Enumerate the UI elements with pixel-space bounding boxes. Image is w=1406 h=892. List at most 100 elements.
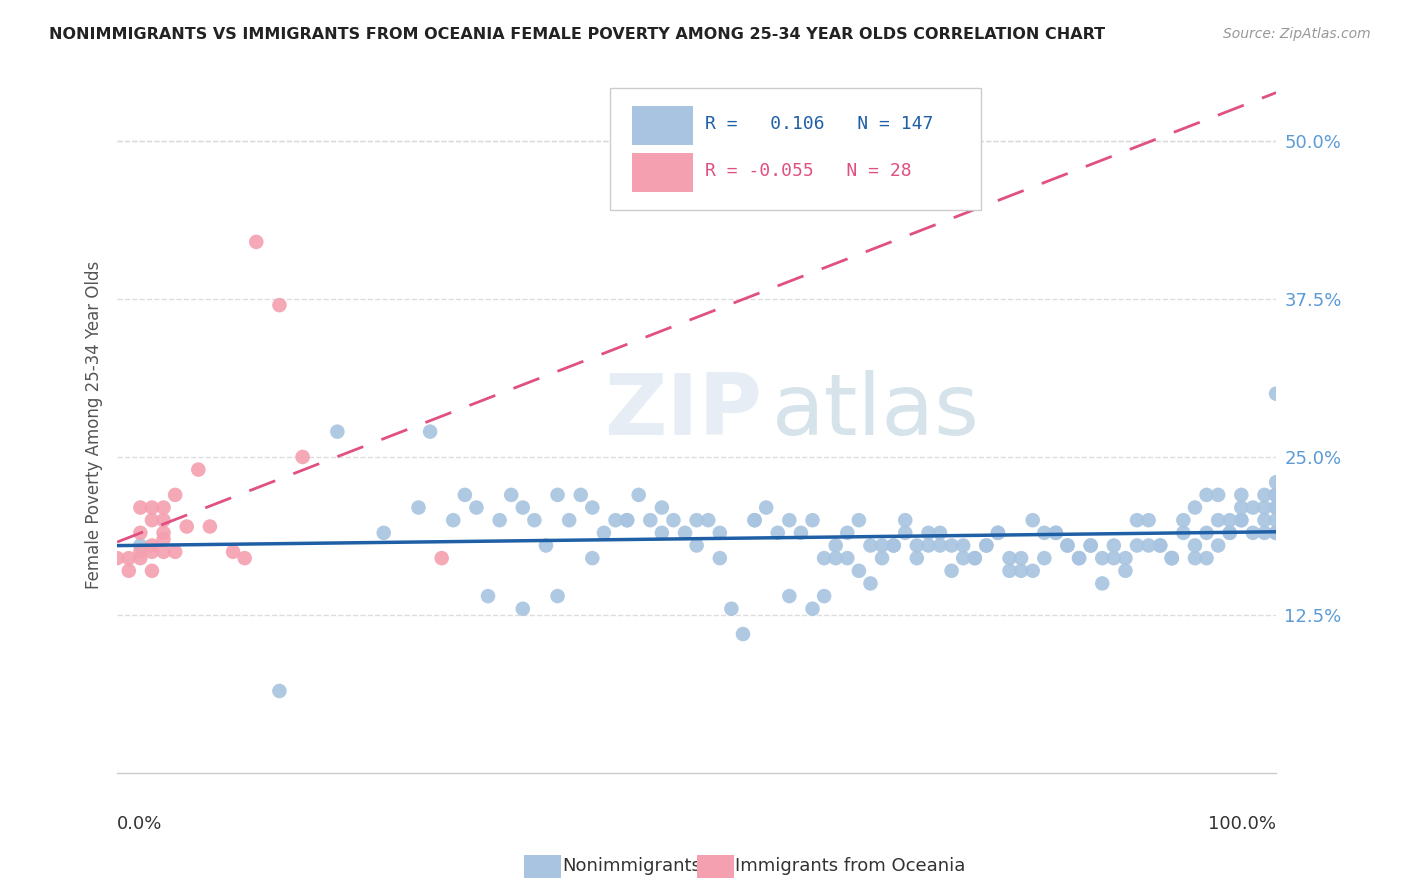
Point [1265,386,1288,401]
Point [1010,551,1032,566]
Point [952,539,974,553]
FancyBboxPatch shape [631,153,693,192]
Text: 0.0%: 0.0% [117,815,163,833]
Point [547,488,569,502]
Point [905,539,928,553]
Point [1265,488,1288,502]
Point [141,539,163,553]
Point [987,525,1010,540]
Point [894,525,917,540]
Point [1033,525,1056,540]
Point [118,551,141,566]
Point [673,525,696,540]
Point [1253,513,1275,527]
Point [1265,500,1288,515]
Point [141,513,163,527]
Point [165,545,187,559]
Point [1067,551,1090,566]
Point [118,564,141,578]
Point [1265,475,1288,490]
Point [1149,539,1171,553]
Point [1149,539,1171,553]
Point [430,551,453,566]
Point [1126,539,1149,553]
Point [419,425,441,439]
Point [1184,539,1206,553]
Point [534,539,557,553]
Point [1265,525,1288,540]
Point [1045,525,1067,540]
Point [408,500,430,515]
Point [848,564,870,578]
Point [1045,525,1067,540]
Point [929,525,952,540]
Point [766,525,789,540]
Point [1160,551,1182,566]
Point [1126,513,1149,527]
Text: ZIP: ZIP [605,370,762,453]
Point [952,551,974,566]
Point [152,532,174,546]
FancyBboxPatch shape [631,106,693,145]
Point [1219,513,1241,527]
Point [1137,513,1160,527]
Point [1265,500,1288,515]
Point [1080,539,1102,553]
Point [152,545,174,559]
Point [1056,539,1078,553]
Point [441,513,464,527]
Point [998,551,1021,566]
Point [1206,539,1229,553]
Point [269,684,291,698]
Text: R = -0.055   N = 28: R = -0.055 N = 28 [704,161,911,179]
Point [1206,513,1229,527]
Point [1253,525,1275,540]
Text: NONIMMIGRANTS VS IMMIGRANTS FROM OCEANIA FEMALE POVERTY AMONG 25-34 YEAR OLDS CO: NONIMMIGRANTS VS IMMIGRANTS FROM OCEANIA… [49,27,1105,42]
Point [1080,539,1102,553]
Point [894,513,917,527]
Point [976,539,998,553]
Point [616,513,638,527]
Point [941,539,963,553]
Point [883,539,905,553]
Point [129,539,152,553]
Point [859,539,882,553]
Point [581,551,603,566]
Point [1010,564,1032,578]
Point [1241,525,1264,540]
Point [813,589,835,603]
Point [731,627,754,641]
Point [176,519,198,533]
Point [129,545,152,559]
Point [1102,551,1125,566]
Point [685,513,707,527]
Point [477,589,499,603]
Point [1091,551,1114,566]
Point [616,513,638,527]
Point [1230,513,1253,527]
Point [1219,525,1241,540]
Point [1253,500,1275,515]
Point [720,601,742,615]
Text: 100.0%: 100.0% [1208,815,1277,833]
Point [569,488,592,502]
Point [744,513,766,527]
Point [824,539,846,553]
Point [152,525,174,540]
Point [790,525,813,540]
Point [651,500,673,515]
Point [1206,488,1229,502]
Point [1114,551,1136,566]
Point [941,564,963,578]
Point [813,551,835,566]
Text: Immigrants from Oceania: Immigrants from Oceania [735,857,966,875]
Point [593,525,616,540]
Text: Source: ZipAtlas.com: Source: ZipAtlas.com [1223,27,1371,41]
Point [152,513,174,527]
Point [141,545,163,559]
Point [976,539,998,553]
Point [187,462,209,476]
Point [963,551,986,566]
Point [963,551,986,566]
Point [326,425,349,439]
